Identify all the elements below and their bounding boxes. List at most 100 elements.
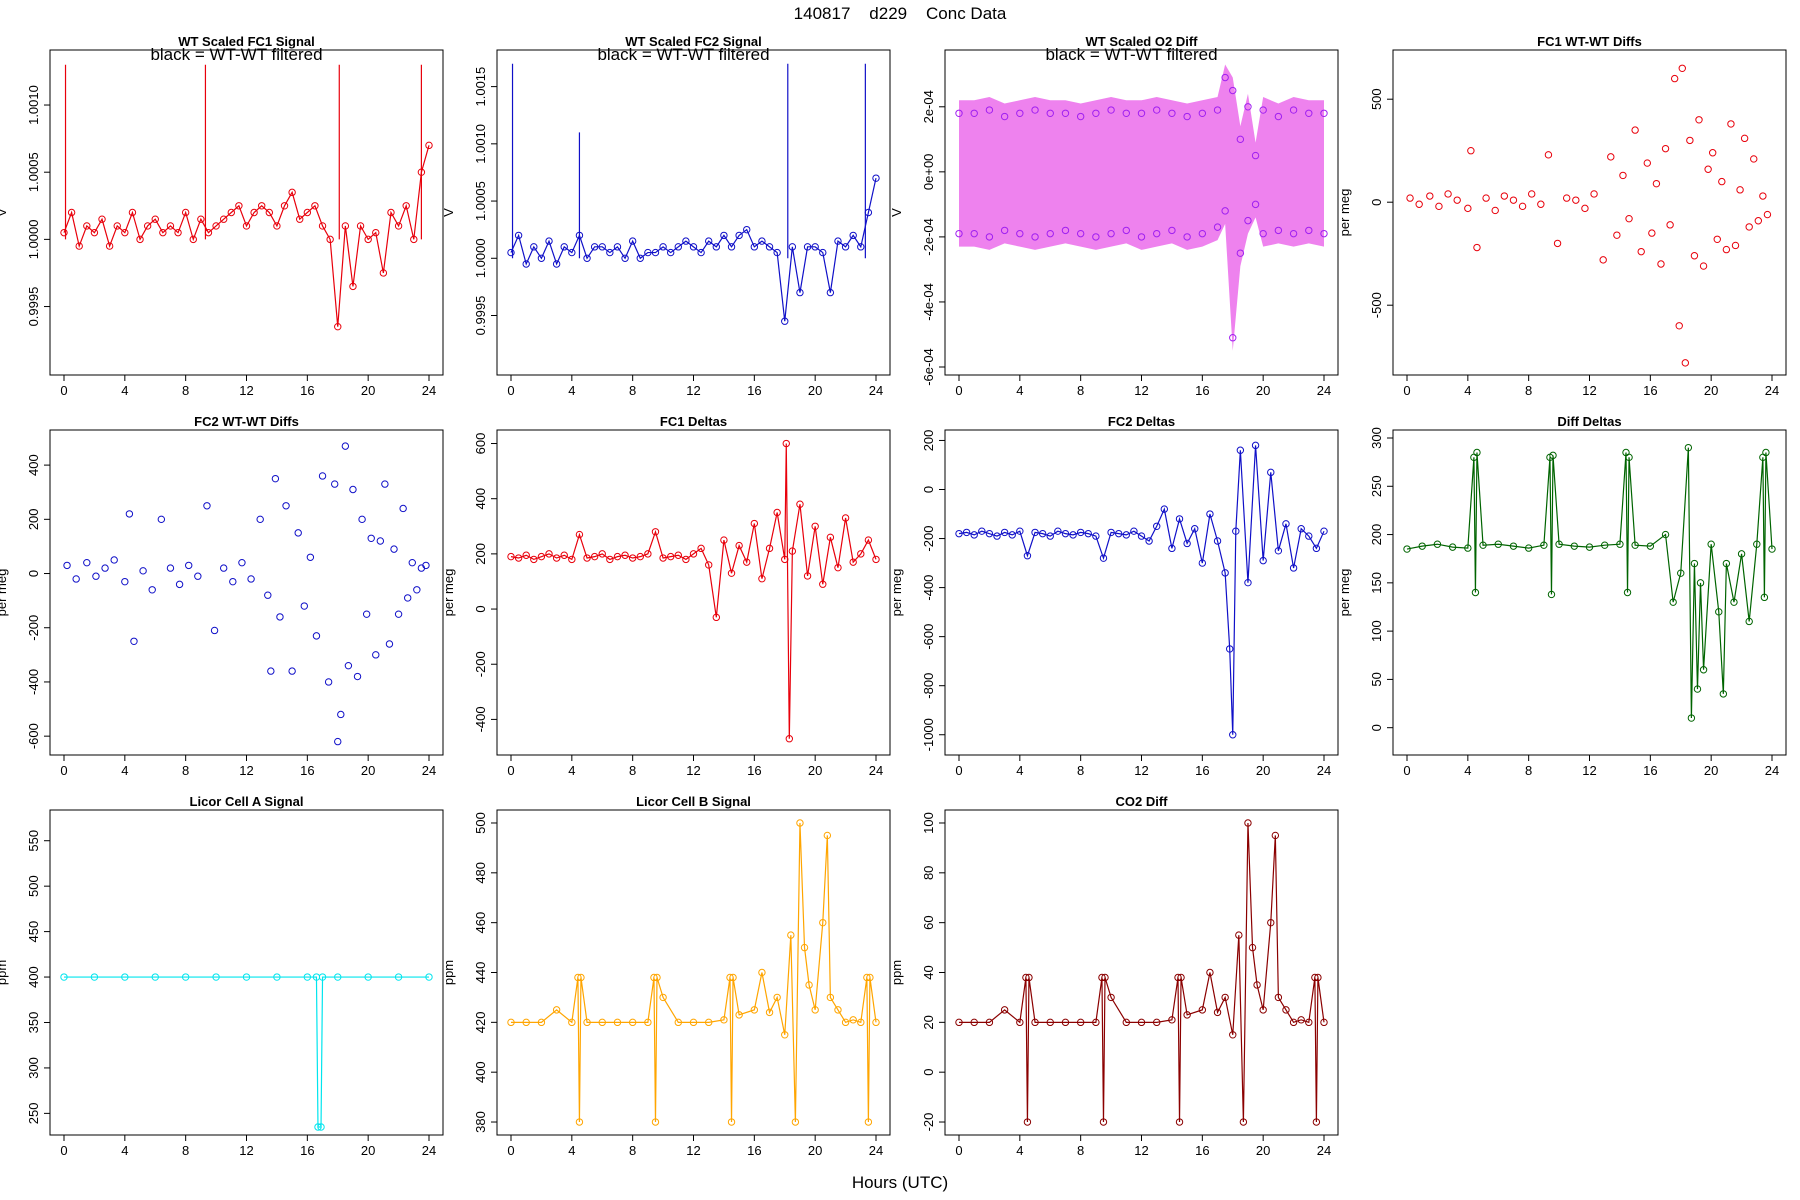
data-point bbox=[1213, 223, 1222, 231]
data-point bbox=[1625, 453, 1633, 462]
data-point bbox=[955, 529, 963, 538]
plot-area bbox=[507, 819, 880, 1126]
data-point bbox=[394, 973, 403, 981]
data-point bbox=[674, 1018, 682, 1027]
data-point bbox=[651, 528, 660, 536]
data-point bbox=[60, 228, 68, 237]
data-point bbox=[1122, 531, 1130, 539]
y-tick-label: 400 bbox=[473, 488, 488, 510]
data-point bbox=[758, 575, 766, 583]
data-point bbox=[522, 260, 530, 268]
data-point bbox=[1069, 531, 1077, 539]
x-tick-label: 12 bbox=[1582, 763, 1596, 778]
data-point bbox=[1754, 217, 1763, 225]
data-point bbox=[390, 545, 398, 553]
y-tick-label: 100 bbox=[921, 812, 936, 834]
data-point bbox=[1274, 993, 1283, 1002]
data-point bbox=[1244, 216, 1252, 225]
data-point bbox=[166, 222, 175, 230]
chart-title: WT Scaled FC1 Signal bbox=[178, 34, 315, 49]
data-point bbox=[282, 502, 290, 510]
plot-area bbox=[1403, 443, 1776, 722]
data-point bbox=[364, 235, 372, 244]
data-point bbox=[1669, 598, 1677, 606]
data-point bbox=[560, 551, 568, 559]
y-axis-label: V bbox=[0, 208, 9, 217]
data-point bbox=[1084, 529, 1092, 538]
x-tick-label: 0 bbox=[955, 383, 962, 398]
x-tick-label: 4 bbox=[121, 383, 128, 398]
data-point bbox=[1289, 106, 1298, 114]
x-tick-label: 12 bbox=[239, 383, 253, 398]
data-point bbox=[666, 552, 675, 561]
plot-area bbox=[1406, 64, 1772, 367]
data-point bbox=[823, 831, 832, 840]
data-point bbox=[1426, 192, 1434, 200]
panel-licor-b: Licor Cell B Signal ppm 0 4 8 12 16 20 24 380 400 4… bbox=[441, 794, 891, 1158]
x-tick-label: 24 bbox=[1765, 383, 1779, 398]
data-point bbox=[1206, 968, 1214, 977]
data-point bbox=[394, 610, 403, 618]
data-point bbox=[1759, 192, 1767, 200]
data-point bbox=[1000, 528, 1009, 537]
data-point bbox=[962, 528, 971, 537]
data-point bbox=[1750, 155, 1758, 163]
x-tick-label: 4 bbox=[1016, 1143, 1023, 1158]
data-point bbox=[238, 558, 246, 567]
x-tick-label: 4 bbox=[121, 763, 128, 778]
x-tick-label: 12 bbox=[1134, 383, 1148, 398]
data-point bbox=[1718, 177, 1726, 186]
y-tick-label: -20 bbox=[921, 1113, 936, 1132]
data-point bbox=[621, 551, 629, 559]
data-point bbox=[985, 529, 994, 538]
data-point bbox=[1715, 608, 1723, 616]
data-point bbox=[1031, 106, 1039, 114]
data-point bbox=[75, 242, 83, 250]
x-tick-label: 0 bbox=[955, 1143, 962, 1158]
data-point bbox=[1491, 206, 1499, 215]
data-point bbox=[303, 208, 312, 217]
data-point bbox=[1076, 229, 1085, 238]
data-point bbox=[834, 563, 842, 572]
data-point bbox=[1320, 1018, 1328, 1027]
data-point bbox=[1099, 1118, 1108, 1126]
data-point bbox=[598, 243, 606, 251]
data-point bbox=[750, 1006, 759, 1014]
data-point bbox=[288, 188, 296, 197]
data-point bbox=[1168, 109, 1176, 117]
data-point bbox=[1312, 544, 1321, 553]
data-point bbox=[628, 554, 637, 562]
data-point bbox=[765, 544, 774, 553]
data-point bbox=[651, 248, 660, 257]
data-point bbox=[857, 550, 865, 558]
data-point bbox=[955, 229, 963, 238]
data-point bbox=[583, 1018, 591, 1027]
data-point bbox=[1555, 540, 1563, 548]
data-point bbox=[174, 228, 182, 237]
data-point bbox=[826, 993, 835, 1002]
data-point bbox=[1046, 1018, 1054, 1027]
data-point bbox=[803, 572, 812, 580]
x-tick-label: 12 bbox=[1582, 383, 1596, 398]
data-point bbox=[1631, 541, 1639, 549]
y-tick-label: 350 bbox=[26, 1012, 41, 1034]
data-point bbox=[1444, 190, 1452, 198]
data-point bbox=[674, 551, 682, 559]
data-point bbox=[1137, 532, 1146, 540]
data-point bbox=[1023, 1118, 1032, 1126]
data-point bbox=[530, 243, 538, 251]
data-point bbox=[1107, 229, 1115, 238]
data-point bbox=[537, 254, 546, 262]
y-tick-label: -200 bbox=[26, 615, 41, 641]
data-point bbox=[773, 248, 781, 257]
data-point bbox=[288, 667, 296, 675]
data-point bbox=[819, 918, 827, 927]
data-point bbox=[136, 235, 144, 244]
data-point bbox=[1008, 531, 1016, 539]
x-tick-label: 8 bbox=[1525, 763, 1532, 778]
data-point bbox=[1657, 260, 1665, 268]
y-tick-label: 200 bbox=[921, 430, 936, 452]
data-point bbox=[1092, 233, 1100, 241]
data-point bbox=[1226, 645, 1234, 653]
